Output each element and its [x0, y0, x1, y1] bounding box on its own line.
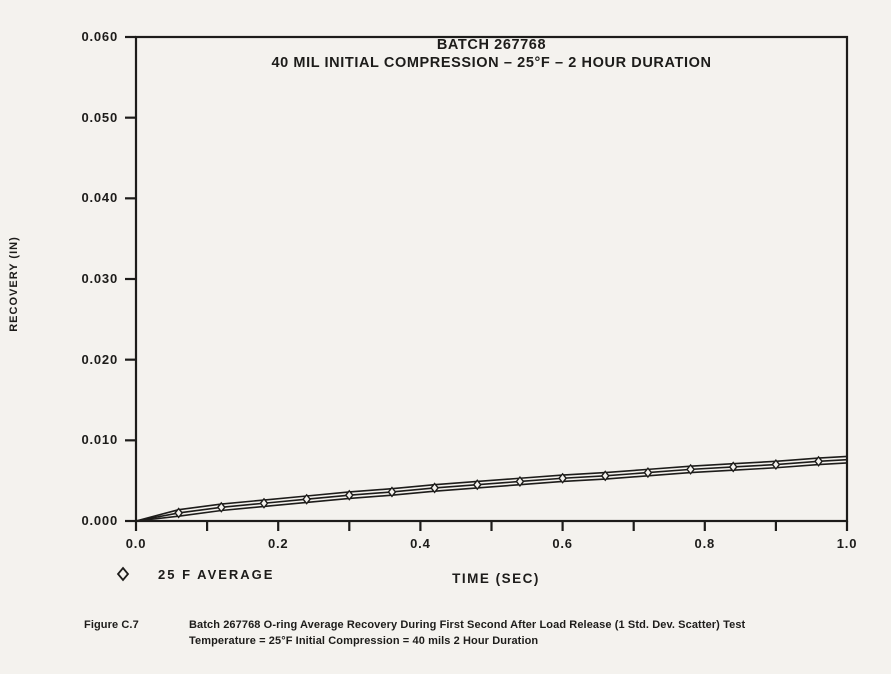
- y-tick-label: 0.030: [81, 271, 118, 286]
- data-point-diamond-marker: [344, 489, 354, 501]
- data-point-diamond-marker: [728, 461, 738, 473]
- data-point-diamond-marker: [686, 463, 695, 475]
- data-point-diamond-marker: [515, 475, 525, 487]
- chart-title-line2: 40 MIL INITIAL COMPRESSION – 25°F – 2 HO…: [271, 55, 712, 71]
- data-point-diamond-marker: [216, 501, 226, 513]
- figure-caption-line2: Temperature = 25°F Initial Compression =…: [189, 635, 539, 647]
- x-tick-label: 0.6: [552, 536, 573, 551]
- y-tick-label: 0.000: [81, 513, 118, 528]
- plot-frame: [134, 35, 849, 523]
- data-point-diamond-marker: [558, 472, 567, 484]
- diamond-marker-icon: [116, 566, 130, 582]
- chart-title: BATCH 267768 40 MIL INITIAL COMPRESSION …: [136, 36, 847, 72]
- legend-label: 25 F AVERAGE: [158, 566, 275, 582]
- data-point-diamond-marker: [600, 470, 610, 482]
- x-tick-label: 1.0: [836, 536, 858, 551]
- x-axis-label: TIME (SEC): [452, 571, 540, 586]
- series-line: [135, 458, 848, 522]
- y-tick-label: 0.020: [81, 351, 118, 367]
- y-tick-label: 0.010: [81, 432, 118, 448]
- figure-caption-line1: Batch 267768 O-ring Average Recovery Dur…: [189, 619, 746, 631]
- data-point-diamond-marker: [430, 482, 440, 494]
- y-axis-label: RECOVERY (IN): [8, 236, 20, 332]
- series-line: [135, 462, 848, 522]
- y-tick-label: 0.040: [81, 190, 118, 206]
- series-line: [135, 455, 848, 522]
- y-tick-label: 0.060: [81, 29, 118, 44]
- x-tick-label: 0.8: [694, 536, 716, 551]
- data-point-diamond-marker: [302, 493, 312, 505]
- figure-caption-label: Figure C.7: [84, 619, 139, 631]
- chart-title-line1: BATCH 267768: [436, 37, 547, 53]
- data-point-diamond-marker: [472, 479, 482, 491]
- data-point-diamond-marker: [814, 455, 823, 467]
- data-point-diamond-marker: [259, 497, 269, 509]
- data-point-diamond-marker: [174, 507, 184, 519]
- figure-caption: Figure C.7 Batch 267768 O-ring Average R…: [84, 617, 856, 649]
- x-tick-label: 0.2: [267, 536, 289, 551]
- legend: 25 F AVERAGE: [116, 566, 274, 582]
- y-tick-label: 0.050: [81, 109, 118, 125]
- data-point-diamond-marker: [643, 467, 653, 479]
- data-point-diamond-marker: [387, 486, 397, 498]
- data-point-diamond-marker: [771, 459, 781, 471]
- x-tick-label: 0.0: [125, 536, 147, 551]
- x-tick-label: 0.4: [410, 536, 431, 551]
